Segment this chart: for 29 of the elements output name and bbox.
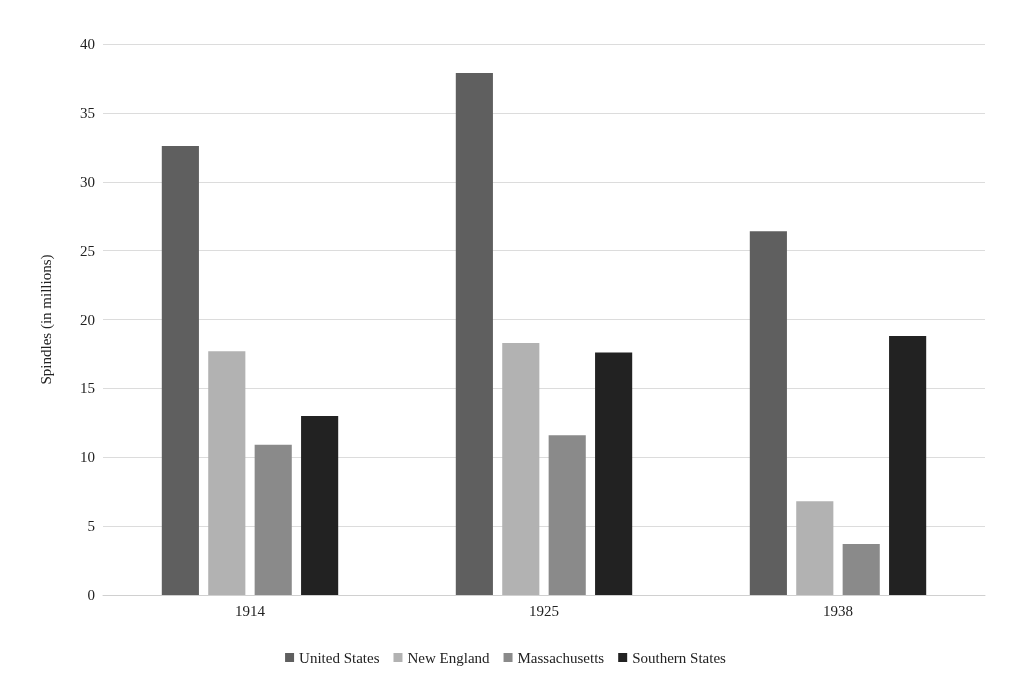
y-tick-label: 35 xyxy=(80,104,95,121)
bar xyxy=(502,342,540,595)
bar xyxy=(548,435,586,595)
x-tick-label: 1925 xyxy=(529,602,559,619)
y-tick-label: 40 xyxy=(80,36,95,52)
legend-label: Massachusetts xyxy=(517,649,605,666)
bar xyxy=(889,336,927,595)
x-tick-label: 1914 xyxy=(235,602,266,619)
y-tick-label: 0 xyxy=(87,587,95,603)
bar xyxy=(796,501,834,595)
y-tick-label: 5 xyxy=(87,518,95,535)
bar xyxy=(208,351,246,595)
y-tick-label: 25 xyxy=(80,242,95,259)
legend-label: United States xyxy=(299,649,380,666)
bar xyxy=(595,352,633,595)
bar xyxy=(842,544,880,595)
bar xyxy=(749,231,787,595)
y-tick-label: 20 xyxy=(80,311,95,328)
bar xyxy=(455,72,493,595)
bar xyxy=(254,444,292,595)
legend-label: New England xyxy=(407,649,491,666)
y-tick-label: 10 xyxy=(80,449,95,466)
y-tick-label: 15 xyxy=(80,380,95,397)
y-tick-label: 30 xyxy=(80,173,95,190)
legend-label: Southern States xyxy=(632,649,727,666)
bar xyxy=(161,145,199,595)
x-tick-label: 1938 xyxy=(823,602,853,619)
y-axis-title: Spindles (in millions) xyxy=(37,254,55,385)
bar xyxy=(301,415,339,595)
